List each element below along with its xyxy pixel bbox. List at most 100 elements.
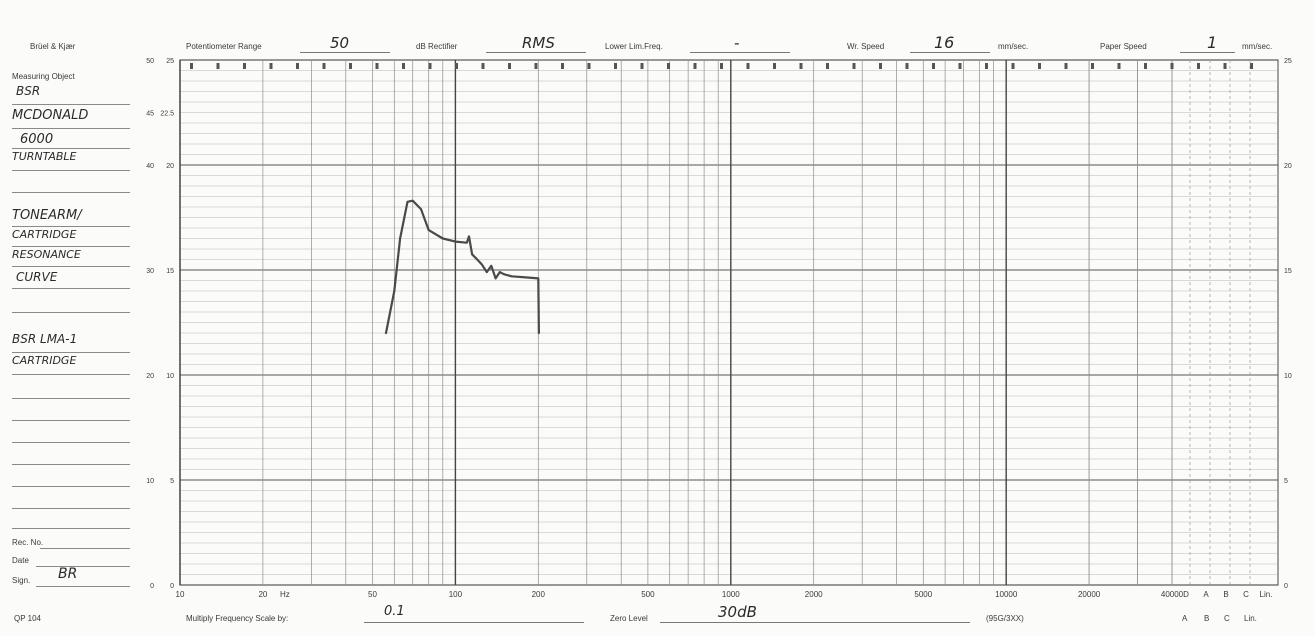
paper-speed-label: Paper Speed: [1100, 42, 1147, 51]
timing-mark: [1117, 63, 1121, 69]
x-tick-label: 20: [258, 590, 267, 599]
timing-mark: [799, 63, 803, 69]
timing-mark: [1064, 63, 1068, 69]
form-code: QP 104: [14, 614, 41, 623]
curve-point: [420, 208, 422, 210]
response-curve: [384, 199, 540, 335]
sidebar-rule: [12, 528, 130, 529]
date-line: [36, 566, 130, 567]
weighting-label: A: [1203, 590, 1209, 599]
timing-mark: [985, 63, 988, 69]
note-line-5: TONEARM/: [12, 208, 82, 223]
timing-mark: [746, 63, 750, 69]
y-tick-label: 0: [150, 583, 154, 590]
x-tick-label: 500: [641, 590, 655, 599]
sidebar-rule: [12, 288, 130, 289]
paper-speed-unit: mm/sec.: [1242, 42, 1273, 51]
timing-mark: [1223, 63, 1227, 69]
timing-mark: [508, 63, 511, 69]
y-tick-label-db: 22.5: [160, 111, 174, 118]
curve-point: [385, 332, 387, 334]
x-tick-label: 10: [176, 590, 185, 599]
y-tick-label-right: 10: [1284, 373, 1292, 380]
note-line-1: BSR: [16, 84, 41, 98]
y-tick-label: 40: [146, 163, 154, 170]
note-line-10: CARTRIDGE: [12, 354, 77, 367]
rec-no-line: [40, 548, 130, 549]
timing-mark: [720, 63, 723, 69]
weighting-b: B: [1204, 614, 1210, 623]
sidebar-rule: [12, 266, 130, 267]
y-tick-label-right: 5: [1284, 478, 1288, 485]
lower-lim-freq-value: -: [734, 34, 740, 52]
curve-point: [471, 253, 473, 256]
potentiometer-range-value: 50: [330, 34, 350, 52]
sidebar-rule: [12, 508, 130, 509]
x-tick-label: 5000: [914, 590, 932, 599]
rectifier-label: dB Rectifier: [416, 42, 458, 51]
sidebar-rule: [12, 486, 130, 487]
note-line-9: BSR LMA-1: [12, 332, 78, 346]
timing-mark: [481, 63, 485, 69]
note-line-7: RESONANCE: [12, 248, 81, 261]
curve-point: [538, 332, 540, 334]
sidebar-rule: [12, 104, 130, 105]
curve-point: [494, 277, 497, 280]
y-tick-label: 50: [146, 58, 154, 65]
timing-mark: [693, 63, 697, 69]
weighting-label: B: [1223, 590, 1228, 599]
timing-mark: [879, 63, 882, 69]
x-tick-label: 10000: [995, 590, 1018, 599]
timing-mark: [1250, 63, 1253, 69]
multiply-frequency-value: 0.1: [384, 604, 405, 619]
curve-point: [427, 229, 430, 231]
multiply-line: [364, 622, 584, 623]
timing-mark: [852, 63, 856, 69]
lower-lim-freq-label: Lower Lim.Freq.: [605, 42, 663, 51]
timing-mark: [958, 63, 962, 69]
y-tick-label-db: 25: [166, 58, 174, 65]
weighting-label: Lin.: [1260, 590, 1273, 599]
x-tick-label: 200: [532, 590, 546, 599]
rec-no-label: Rec. No.: [12, 538, 44, 547]
y-tick-label: 45: [146, 111, 154, 118]
y-tick-label-right: 20: [1284, 163, 1292, 170]
curve-point: [499, 271, 501, 273]
timing-mark: [1170, 63, 1174, 69]
x-tick-label: 20000: [1078, 590, 1101, 599]
sidebar-rule: [12, 128, 130, 129]
zero-level-line: [660, 622, 970, 623]
weighting-lin: Lin.: [1244, 614, 1257, 623]
paper-speed-value: 1: [1207, 33, 1218, 52]
curve-point: [406, 200, 409, 203]
sidebar-rule: [12, 374, 130, 375]
curve-point: [476, 258, 479, 261]
measuring-object-label: Measuring Object: [12, 72, 75, 81]
curve-point: [510, 275, 513, 278]
sidebar-rule: [12, 170, 130, 171]
sidebar-rule: [12, 420, 130, 421]
y-tick-label-db: 20: [166, 163, 174, 170]
sidebar-rule: [12, 312, 130, 313]
sidebar-rule: [12, 246, 130, 247]
timing-mark: [1011, 63, 1015, 69]
y-tick-label-db: 5: [170, 478, 174, 485]
curve-point: [468, 235, 470, 238]
timing-mark: [534, 63, 538, 69]
multiply-frequency-label: Multiply Frequency Scale by:: [186, 614, 289, 623]
y-tick-label-db: 0: [170, 583, 174, 590]
note-line-2: MCDONALD: [12, 108, 89, 123]
lower-freq-line: [690, 52, 790, 53]
timing-mark: [455, 63, 458, 69]
y-tick-label-right: 25: [1284, 58, 1292, 65]
sidebar-rule: [12, 192, 130, 193]
wr-speed-line: [910, 52, 990, 53]
chart-code: (95G/3XX): [986, 614, 1024, 623]
timing-mark: [1197, 63, 1200, 69]
timing-mark: [1144, 63, 1147, 69]
timing-mark: [243, 63, 246, 69]
sidebar-rule: [12, 148, 130, 149]
timing-mark: [640, 63, 644, 69]
timing-mark: [269, 63, 273, 69]
note-line-4: TURNTABLE: [12, 150, 77, 163]
